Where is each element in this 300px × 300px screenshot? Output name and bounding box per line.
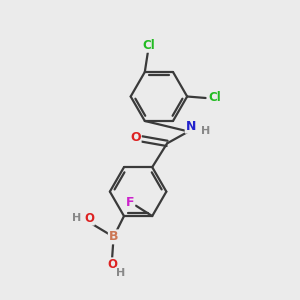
Text: N: N bbox=[186, 120, 196, 133]
Text: O: O bbox=[107, 258, 117, 271]
Text: B: B bbox=[109, 230, 118, 243]
Text: O: O bbox=[130, 131, 141, 144]
Text: O: O bbox=[84, 212, 94, 225]
Text: H: H bbox=[201, 126, 210, 136]
Text: Cl: Cl bbox=[208, 92, 221, 104]
Text: H: H bbox=[72, 213, 81, 223]
Text: H: H bbox=[116, 268, 125, 278]
Text: Cl: Cl bbox=[142, 39, 155, 52]
Text: F: F bbox=[126, 196, 134, 209]
